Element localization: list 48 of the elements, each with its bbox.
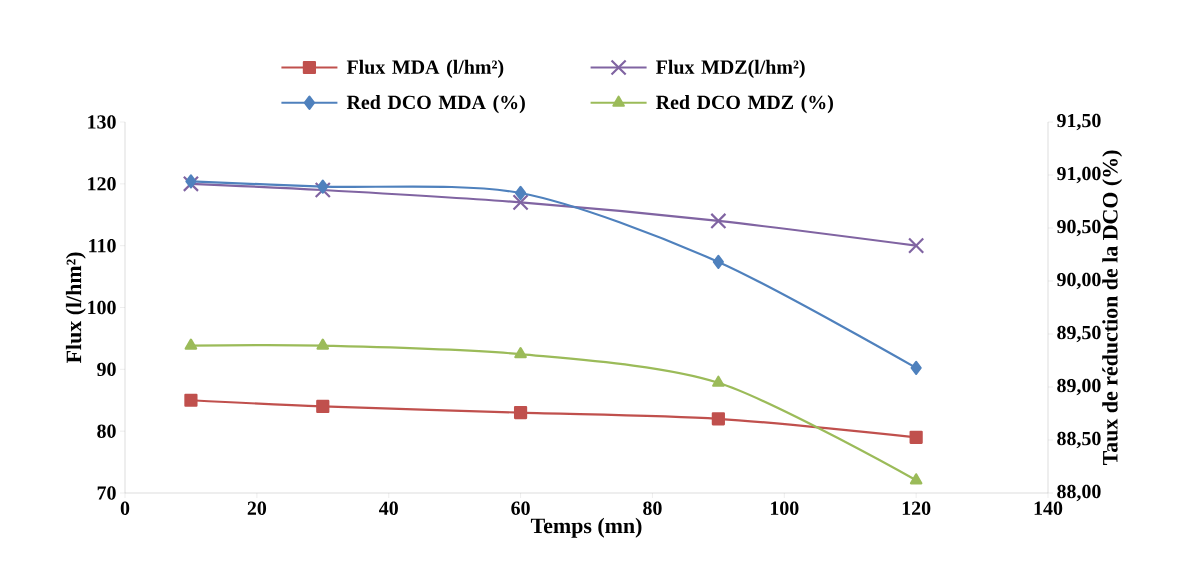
y2-tick-label: 88,00	[1057, 484, 1101, 502]
point	[910, 360, 922, 376]
x-tick-label: 80	[643, 501, 662, 515]
point	[512, 194, 529, 211]
legend-label: Flux MDA (l/hm²)	[346, 59, 504, 78]
y2-tick-label: 88,50	[1057, 431, 1101, 449]
y2-tick-label: 90,50	[1057, 219, 1101, 237]
x-tick-label: 120	[902, 501, 931, 515]
y2-tick-label: 91,50	[1057, 113, 1101, 131]
y2-tick-label: 89,50	[1057, 325, 1101, 343]
legend-label: Red DCO MDZ (%)	[656, 95, 833, 114]
x-tick-label: 40	[379, 501, 398, 515]
legend-label: Flux MDZ(l/hm²)	[656, 59, 805, 78]
y2-tick-label: 89,00	[1057, 378, 1101, 396]
y-tick-label: 120	[88, 177, 116, 191]
point	[907, 237, 925, 254]
point	[184, 393, 198, 407]
point	[316, 338, 330, 350]
x-tick-label: 0	[120, 501, 130, 515]
y2-axis-title: Taux de réduction de la DCO (%)	[1102, 150, 1123, 466]
legend-label: Red DCO MDA (%)	[346, 95, 525, 114]
y-tick-label: 70	[97, 486, 116, 500]
point	[909, 430, 923, 444]
y-tick-label: 90	[97, 362, 116, 377]
point	[909, 473, 923, 485]
x-tick-label: 20	[247, 501, 267, 515]
y2-tick-label: 90,00	[1057, 272, 1101, 290]
y2-tick-label: 91,00	[1057, 166, 1101, 184]
point	[712, 375, 725, 387]
point	[184, 338, 198, 350]
point	[316, 399, 330, 414]
point	[710, 212, 727, 230]
y-tick-label: 110	[89, 238, 116, 253]
point	[711, 412, 725, 426]
y-tick-label: 80	[97, 424, 116, 438]
point	[513, 406, 528, 420]
y-axis-title: Flux (l/hm²)	[65, 252, 86, 364]
x-tick-label: 60	[511, 501, 530, 515]
point	[514, 185, 527, 201]
point	[314, 181, 331, 199]
x-axis-title: Temps (mn)	[530, 517, 642, 538]
point	[514, 347, 527, 359]
x-tick-label: 100	[770, 501, 799, 515]
point	[712, 254, 724, 270]
y-tick-label: 100	[88, 300, 116, 315]
x-tick-label: 140	[1034, 501, 1063, 515]
point	[317, 179, 329, 194]
y-tick-label: 130	[88, 115, 116, 129]
